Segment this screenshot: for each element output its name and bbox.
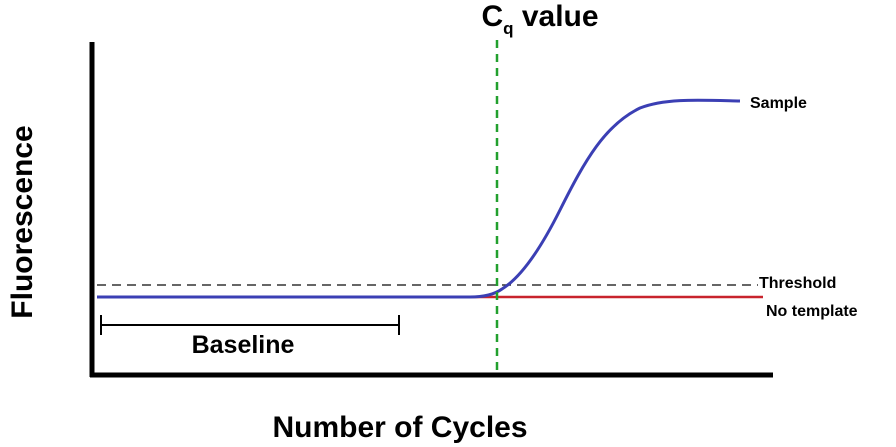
y-axis-title: Fluorescence <box>6 125 39 318</box>
sample-label: Sample <box>750 95 807 112</box>
baseline-label: Baseline <box>192 331 295 359</box>
no-template-label: No template <box>766 303 858 320</box>
sample-curve <box>97 98 741 299</box>
x-axis-title: Number of Cycles <box>272 411 527 444</box>
cq-value-label: Cq value <box>481 0 598 38</box>
threshold-label: Threshold <box>759 275 836 292</box>
baseline-bracket <box>100 315 400 335</box>
